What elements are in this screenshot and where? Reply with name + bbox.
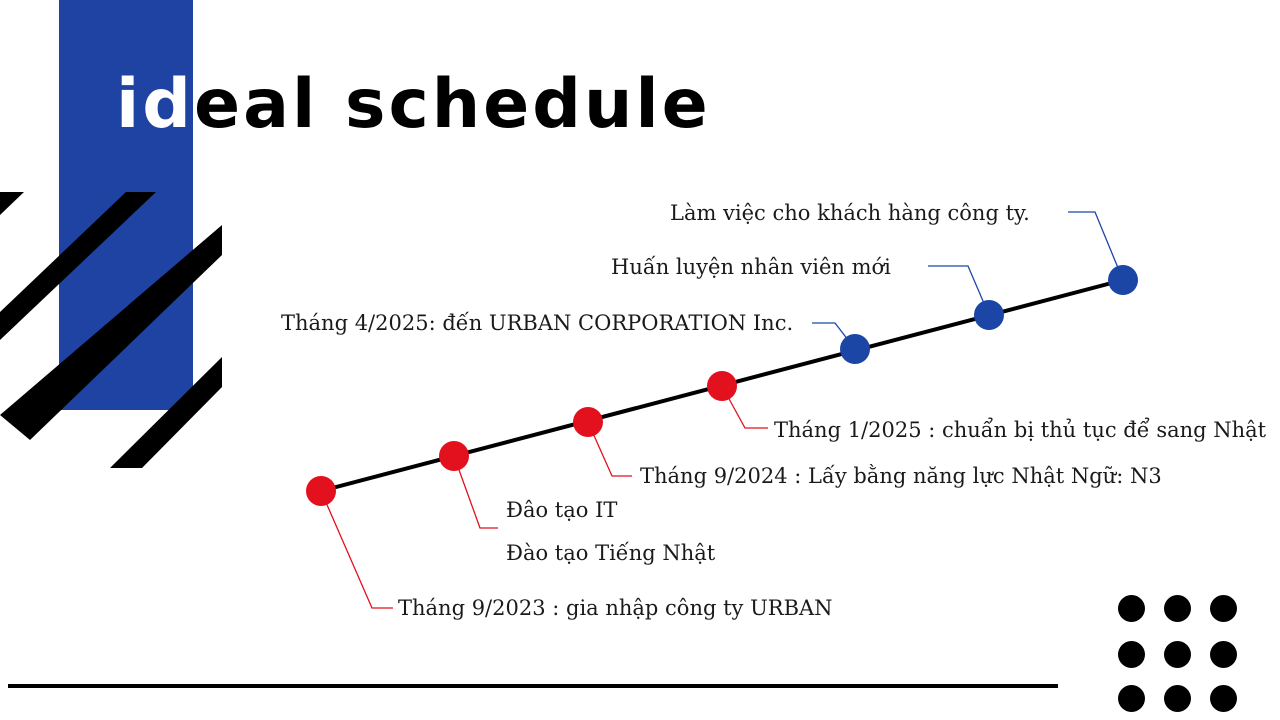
milestone-markers — [306, 265, 1138, 506]
stripe-1 — [0, 192, 24, 215]
grid-dot — [1164, 641, 1191, 668]
connector-3 — [587, 421, 632, 477]
grid-dot — [1164, 595, 1191, 622]
milestone-marker-1 — [306, 476, 336, 506]
connector-2 — [453, 455, 498, 529]
connector-4 — [721, 385, 768, 429]
grid-dot — [1210, 685, 1237, 712]
milestone-label-1: Tháng 9/2023 : gia nhập công ty URBAN — [398, 596, 833, 620]
connector-6 — [928, 265, 990, 316]
stripe-2 — [0, 192, 156, 340]
grid-dot — [1118, 595, 1145, 622]
stripe-4 — [110, 357, 222, 468]
blue-connectors — [812, 211, 1124, 350]
red-connectors — [320, 385, 768, 609]
milestone-label-4: Tháng 1/2025 : chuẩn bị thủ tục để sang … — [774, 418, 1267, 442]
milestone-marker-6 — [974, 300, 1004, 330]
grid-dot — [1118, 685, 1145, 712]
milestone-label-7: Làm việc cho khách hàng công ty. — [670, 201, 1030, 225]
dot-grid — [1118, 595, 1248, 720]
milestone-label-2: Đào tạo Tiếng Nhật — [506, 541, 716, 565]
diagonal-stripes — [0, 192, 222, 468]
title-text: ideal schedule — [116, 65, 711, 144]
milestone-label-3: Tháng 9/2024 : Lấy bằng năng lực Nhật Ng… — [640, 464, 1162, 488]
milestone-marker-7 — [1108, 265, 1138, 295]
connector-1 — [320, 490, 393, 609]
grid-dot — [1210, 595, 1237, 622]
milestone-marker-3 — [573, 407, 603, 437]
grid-dot — [1210, 641, 1237, 668]
title-wrap: ideal schedule ideal schedule — [116, 60, 711, 150]
milestone-marker-5 — [840, 334, 870, 364]
grid-dot — [1164, 685, 1191, 712]
bottom-divider — [8, 684, 1058, 688]
milestone-label-2b: Đâo tạo IT — [506, 498, 618, 522]
milestone-marker-2 — [439, 441, 469, 471]
milestone-marker-4 — [707, 371, 737, 401]
grid-dot — [1118, 641, 1145, 668]
milestone-label-5: Tháng 4/2025: đến URBAN CORPORATION Inc. — [281, 311, 794, 335]
connector-7 — [1068, 211, 1124, 281]
stripe-3 — [0, 225, 222, 440]
page-title: ideal schedule ideal schedule — [116, 60, 711, 150]
milestone-label-6: Huấn luyện nhân viên mới — [611, 255, 891, 279]
